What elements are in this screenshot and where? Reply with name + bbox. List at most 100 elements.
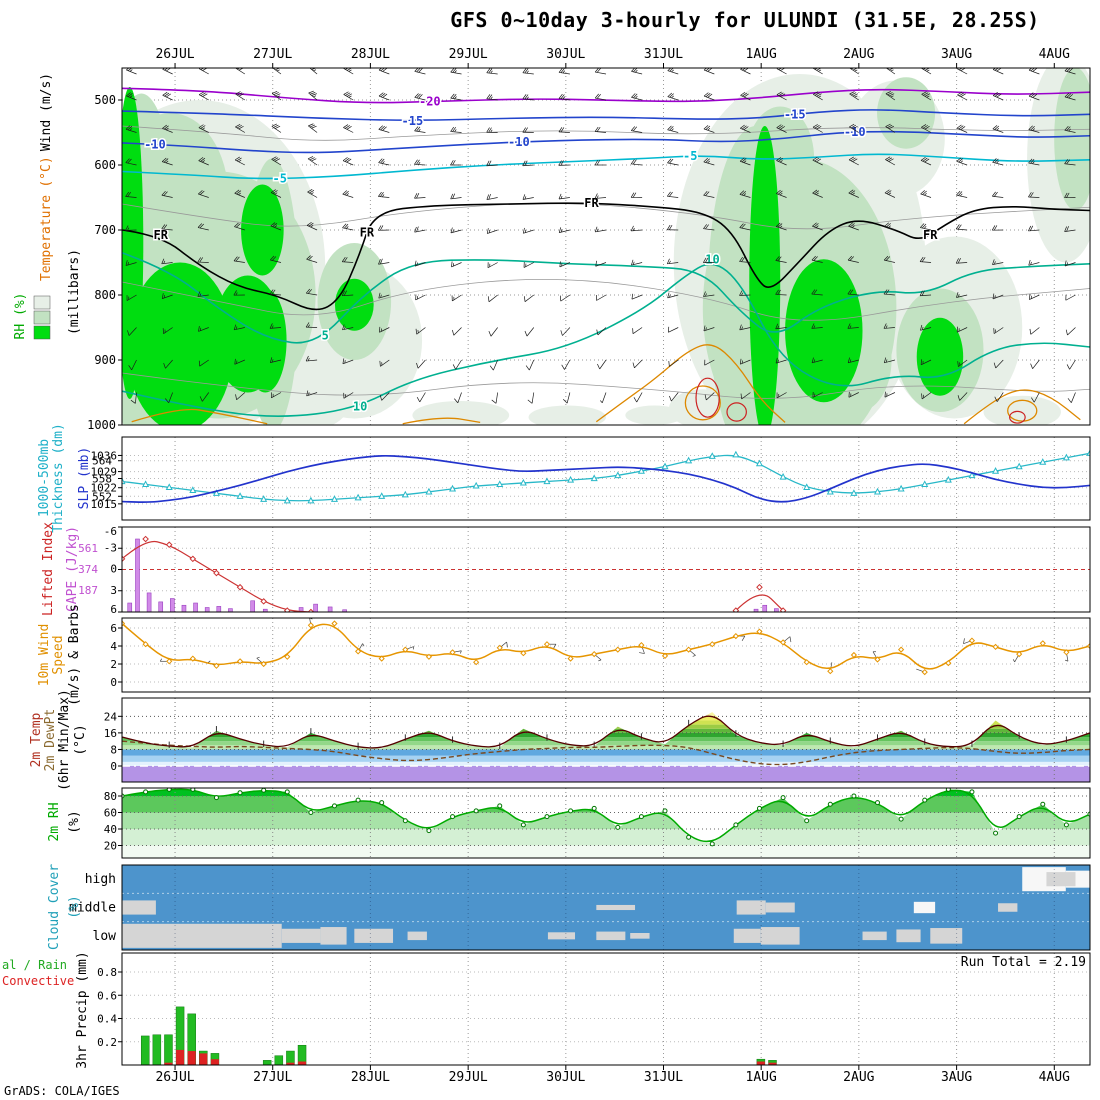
svg-text:-5: -5 xyxy=(683,149,697,163)
svg-text:564: 564 xyxy=(92,455,112,468)
svg-text:(%): (%) xyxy=(67,895,82,918)
svg-text:700: 700 xyxy=(94,223,116,237)
svg-text:5: 5 xyxy=(322,328,329,342)
svg-text:27JUL: 27JUL xyxy=(253,47,292,62)
svg-text:Cloud Cover: Cloud Cover xyxy=(47,864,62,950)
svg-text:552: 552 xyxy=(92,490,112,503)
svg-text:187: 187 xyxy=(78,584,98,597)
svg-text:31JUL: 31JUL xyxy=(644,47,683,62)
svg-text:1000-500mb: 1000-500mb xyxy=(37,439,52,517)
svg-text:374: 374 xyxy=(78,563,98,576)
svg-text:SLP (mb): SLP (mb) xyxy=(77,447,92,510)
svg-text:(m/s) & Barbs: (m/s) & Barbs xyxy=(67,604,82,706)
svg-text:Wind (m/s): Wind (m/s) xyxy=(39,73,54,151)
svg-text:561: 561 xyxy=(78,542,98,555)
svg-text:3hr Precip (mm): 3hr Precip (mm) xyxy=(75,951,90,1068)
svg-text:2m RH: 2m RH xyxy=(47,802,62,841)
svg-text:4AUG: 4AUG xyxy=(1039,1070,1070,1085)
chart-title: GFS 0~10day 3-hourly for ULUNDI (31.5E, … xyxy=(450,8,1040,32)
svg-text:30JUL: 30JUL xyxy=(546,47,585,62)
svg-text:1036: 1036 xyxy=(91,449,118,462)
svg-text:26JUL: 26JUL xyxy=(155,47,194,62)
svg-text:CAPE (J/kg): CAPE (J/kg) xyxy=(65,526,80,612)
svg-text:(6hr Min/Max): (6hr Min/Max) xyxy=(57,689,72,791)
svg-text:10: 10 xyxy=(353,399,367,413)
svg-text:24: 24 xyxy=(104,710,118,723)
svg-text:28JUL: 28JUL xyxy=(351,47,390,62)
svg-text:1000: 1000 xyxy=(87,418,116,432)
svg-text:al / Rain: al / Rain xyxy=(2,958,67,972)
svg-text:80: 80 xyxy=(104,790,117,803)
svg-text:0: 0 xyxy=(110,563,117,576)
svg-text:28JUL: 28JUL xyxy=(351,1070,390,1085)
svg-text:0.2: 0.2 xyxy=(97,1036,117,1049)
svg-text:600: 600 xyxy=(94,158,116,172)
svg-text:Speed: Speed xyxy=(51,635,66,674)
svg-text:Run Total = 2.19: Run Total = 2.19 xyxy=(961,955,1086,970)
svg-text:-15: -15 xyxy=(402,114,424,128)
svg-text:middle: middle xyxy=(69,901,116,916)
svg-text:0.4: 0.4 xyxy=(97,1013,117,1026)
svg-text:0: 0 xyxy=(110,676,117,689)
svg-text:1AUG: 1AUG xyxy=(746,47,777,62)
svg-text:6: 6 xyxy=(110,603,117,616)
svg-text:-6: -6 xyxy=(104,525,117,538)
svg-text:0.8: 0.8 xyxy=(97,966,117,979)
svg-text:26JUL: 26JUL xyxy=(155,1070,194,1085)
svg-text:800: 800 xyxy=(94,288,116,302)
svg-text:-5: -5 xyxy=(273,172,287,186)
svg-text:Thickness (dm): Thickness (dm) xyxy=(51,423,66,533)
svg-text:-10: -10 xyxy=(844,125,866,139)
svg-text:31JUL: 31JUL xyxy=(644,1070,683,1085)
svg-text:2m Temp: 2m Temp xyxy=(29,712,44,767)
svg-text:0.6: 0.6 xyxy=(97,989,117,1002)
svg-text:1029: 1029 xyxy=(91,466,118,479)
svg-text:Convective: Convective xyxy=(2,974,74,988)
svg-text:0: 0 xyxy=(110,760,117,773)
svg-text:4: 4 xyxy=(110,640,117,653)
svg-text:-10: -10 xyxy=(144,137,166,151)
svg-text:Lifted Index: Lifted Index xyxy=(41,522,56,616)
svg-text:-3: -3 xyxy=(104,541,117,554)
svg-text:FR: FR xyxy=(360,225,375,239)
svg-text:900: 900 xyxy=(94,353,116,367)
svg-text:(%): (%) xyxy=(67,810,82,833)
svg-text:FR: FR xyxy=(923,228,938,242)
svg-text:500: 500 xyxy=(94,93,116,107)
svg-text:558: 558 xyxy=(92,473,112,486)
svg-text:1AUG: 1AUG xyxy=(746,1070,777,1085)
svg-text:3: 3 xyxy=(110,584,117,597)
svg-text:low: low xyxy=(93,929,117,944)
grads-credit: GrADS: COLA/IGES xyxy=(4,1084,120,1098)
svg-text:1015: 1015 xyxy=(91,498,118,511)
svg-text:2AUG: 2AUG xyxy=(843,47,874,62)
svg-text:60: 60 xyxy=(104,807,117,820)
svg-text:3AUG: 3AUG xyxy=(941,47,972,62)
svg-text:2: 2 xyxy=(110,658,117,671)
svg-text:4AUG: 4AUG xyxy=(1039,47,1070,62)
svg-text:1022: 1022 xyxy=(91,482,118,495)
svg-text:-15: -15 xyxy=(784,107,806,121)
svg-text:2AUG: 2AUG xyxy=(843,1070,874,1085)
svg-text:8: 8 xyxy=(110,743,117,756)
svg-text:20: 20 xyxy=(104,840,117,853)
svg-text:RH (%): RH (%) xyxy=(13,293,28,340)
svg-text:high: high xyxy=(85,872,116,887)
svg-text:3AUG: 3AUG xyxy=(941,1070,972,1085)
svg-text:(millibars): (millibars) xyxy=(67,249,82,335)
svg-text:6: 6 xyxy=(110,622,117,635)
svg-text:2m DewPt: 2m DewPt xyxy=(43,709,58,772)
svg-text:FR: FR xyxy=(153,228,168,242)
svg-text:29JUL: 29JUL xyxy=(449,1070,488,1085)
svg-text:16: 16 xyxy=(104,727,117,740)
svg-text:(°C): (°C) xyxy=(73,724,88,755)
svg-text:29JUL: 29JUL xyxy=(449,47,488,62)
svg-text:FR: FR xyxy=(584,196,599,210)
svg-text:30JUL: 30JUL xyxy=(546,1070,585,1085)
svg-text:10m Wind: 10m Wind xyxy=(37,624,52,687)
svg-text:(°C): (°C) xyxy=(39,156,54,187)
svg-text:-10: -10 xyxy=(508,135,530,149)
svg-text:40: 40 xyxy=(104,823,117,836)
svg-text:Temperature: Temperature xyxy=(39,195,54,281)
